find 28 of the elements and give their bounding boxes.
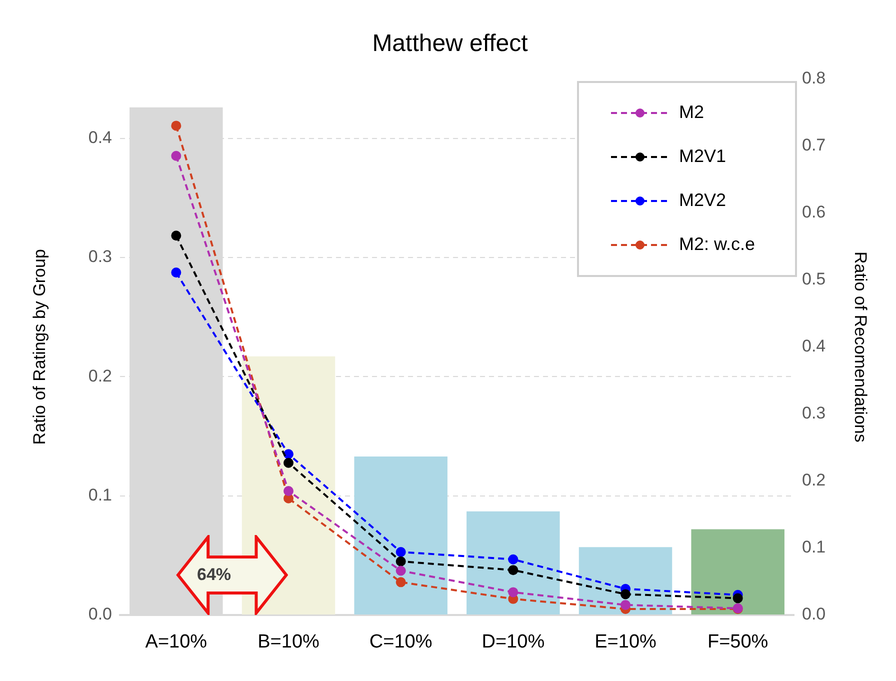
y2-tick-label: 0.0 xyxy=(802,604,826,624)
legend-label: M2 xyxy=(679,102,704,124)
y-tick-label: 0.3 xyxy=(88,247,112,266)
x-tick-label: E=10% xyxy=(594,632,657,653)
chart-title: Matthew effect xyxy=(372,30,528,58)
x-tick-label: A=10% xyxy=(145,632,208,653)
y2-tick-label: 0.8 xyxy=(802,68,826,88)
x-tick-label: B=10% xyxy=(258,632,320,653)
x-tick-label: F=50% xyxy=(707,632,768,653)
y-tick-label: 0.2 xyxy=(88,366,112,386)
annotation: 64% xyxy=(196,565,232,585)
y2-tick-label: 0.2 xyxy=(802,470,826,490)
y2-tick-label: 0.6 xyxy=(802,202,826,222)
y2-tick-label: 0.5 xyxy=(802,270,826,289)
legend-label: M2V1 xyxy=(679,146,726,168)
legend-label: M2: w.c.e xyxy=(679,234,756,256)
y2-axis-title: Ratio of Recomendations xyxy=(851,251,870,442)
x-tick-label: C=10% xyxy=(369,632,432,653)
y-tick-label: 0.4 xyxy=(88,128,112,148)
y2-tick-label: 0.4 xyxy=(802,336,826,356)
y2-tick-label: 0.3 xyxy=(802,404,826,423)
legend-label: M2V2 xyxy=(679,190,726,212)
y-axis-title: Ratio of Ratings by Group xyxy=(30,249,49,445)
x-tick-label: D=10% xyxy=(482,632,545,653)
y-tick-label: 0.1 xyxy=(88,486,112,505)
y2-tick-label: 0.7 xyxy=(802,136,826,155)
y-tick-label: 0.0 xyxy=(88,604,112,624)
y2-tick-label: 0.1 xyxy=(802,538,826,557)
